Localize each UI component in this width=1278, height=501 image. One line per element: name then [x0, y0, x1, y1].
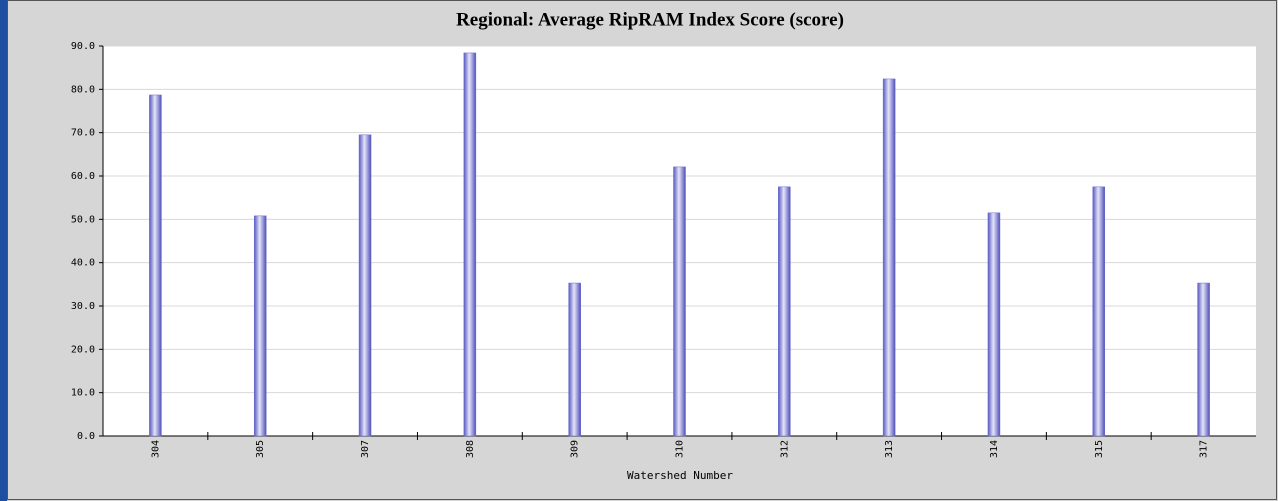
- x-tick-label: 312: [779, 440, 790, 458]
- bar: [568, 282, 581, 437]
- bar: [253, 215, 267, 437]
- bar: [1092, 186, 1106, 437]
- x-tick-label: 310: [675, 440, 686, 458]
- x-tick-label: 309: [570, 440, 581, 458]
- y-tick-label: 60.0: [71, 171, 95, 182]
- y-tick-label: 80.0: [71, 84, 95, 95]
- x-tick-label: 307: [360, 440, 371, 458]
- x-tick-label: 308: [465, 440, 476, 458]
- bar: [882, 78, 896, 437]
- x-tick-label: 315: [1094, 440, 1105, 458]
- chart-title: Regional: Average RipRAM Index Score (sc…: [456, 9, 844, 30]
- bar: [673, 166, 686, 437]
- bar: [463, 52, 477, 437]
- y-tick-label: 10.0: [71, 388, 95, 399]
- x-tick-label: 313: [884, 440, 895, 458]
- y-tick-label: 30.0: [71, 301, 95, 312]
- y-tick-label: 70.0: [71, 128, 95, 139]
- bar: [778, 186, 791, 437]
- y-tick-label: 50.0: [71, 214, 95, 225]
- y-tick-label: 90.0: [71, 41, 95, 52]
- y-tick-label: 40.0: [71, 258, 95, 269]
- x-tick-label: 314: [989, 440, 1000, 458]
- x-tick-label: 304: [150, 440, 161, 458]
- y-tick-label: 20.0: [71, 344, 95, 355]
- bar: [1197, 282, 1210, 437]
- bar: [149, 94, 162, 437]
- x-tick-label: 305: [255, 440, 266, 458]
- bar: [987, 212, 1001, 437]
- left-strip: [0, 0, 7, 501]
- x-tick-label: 317: [1199, 440, 1210, 458]
- panel-border: [7, 0, 1277, 500]
- bar: [358, 134, 372, 437]
- x-axis-label: Watershed Number: [627, 469, 733, 482]
- y-tick-label: 0.0: [77, 431, 95, 442]
